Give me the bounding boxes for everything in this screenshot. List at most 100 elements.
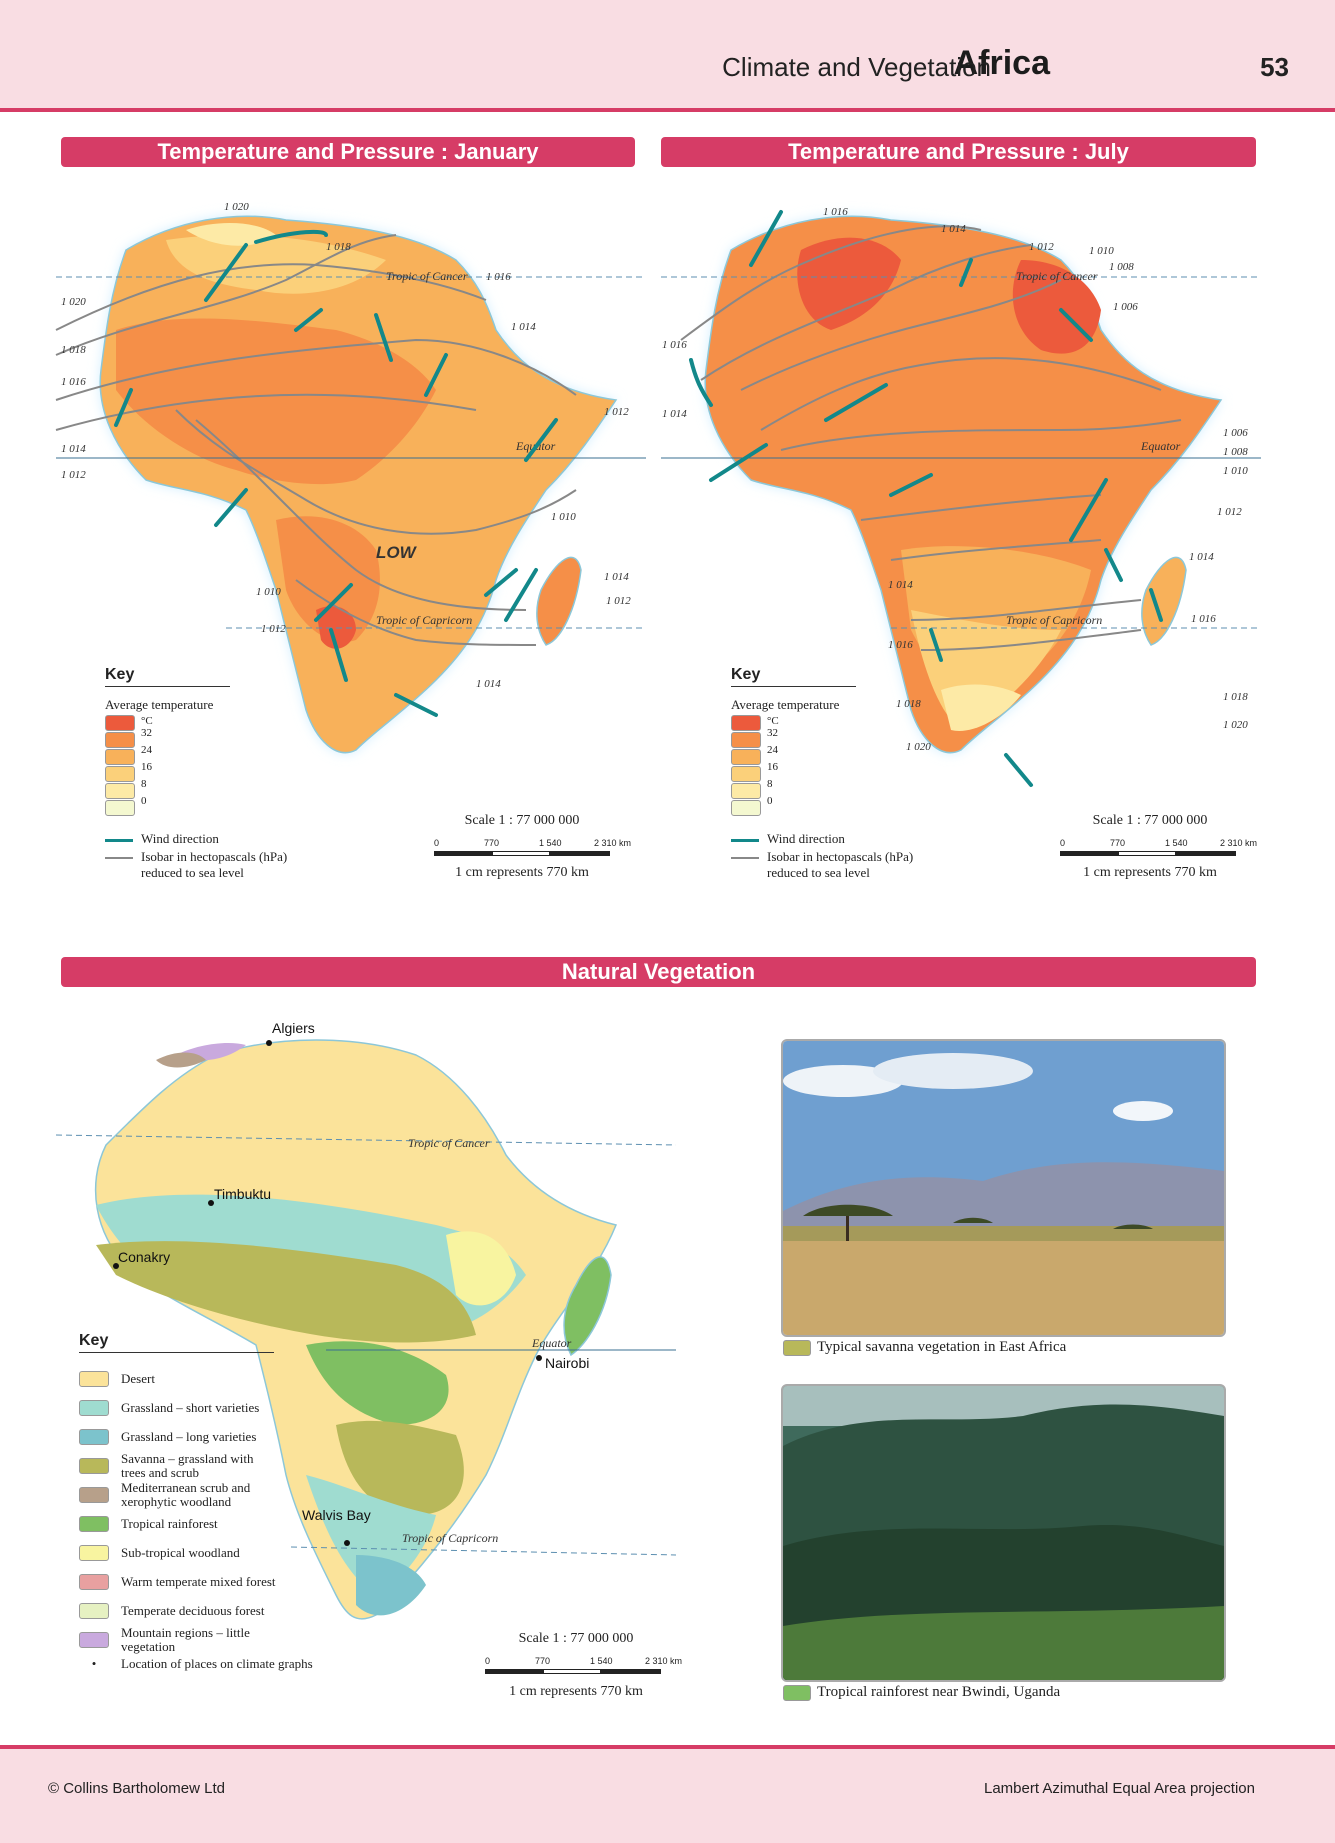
isobar-label: 1 014 [511,321,536,333]
tropic-of-capricorn-label: Tropic of Capricorn [1006,613,1102,627]
isobar-label: 1 016 [662,339,687,351]
savanna-photo-illustration [783,1041,1224,1335]
wind-arrow [1104,548,1123,582]
scale-tick: 2 310 km [594,838,632,848]
isobar-label: 1 006 [1113,301,1138,313]
isobar-label: 1 012 [606,595,631,607]
wind-arrow [294,308,323,332]
scale-tick: 1 540 [1165,838,1188,848]
isobar-label: 1 010 [551,511,576,523]
wind-arrow [254,229,328,244]
temp-value: 0 [141,795,147,807]
key-title: Key [79,1332,274,1353]
wind-arrow [329,628,348,682]
temp-value: 8 [141,778,147,790]
copyright: © Collins Bartholomew Ltd [48,1780,225,1797]
vegetation-scale-bar: 0 770 1 540 2 310 km [485,1656,682,1676]
temp-value: 16 [767,761,778,773]
isobar-label: 1 014 [1189,551,1214,563]
vegetation-map-title: Natural Vegetation [61,957,1256,987]
savanna-caption: Typical savanna vegetation in East Afric… [783,1339,1066,1356]
vegetation-key-item: Grassland – short varieties [79,1394,313,1422]
isobar-label: 1 012 [1029,241,1054,253]
temp-zone-24 [116,318,436,485]
wind-arrow [1149,588,1163,622]
scale-tick: 2 310 km [1220,838,1258,848]
vegetation-key-label: Warm temperate mixed forest [121,1574,276,1589]
january-temperature-map: Tropic of Cancer Equator Tropic of Capri… [55,201,646,754]
vegetation-swatch [79,1429,109,1445]
vegetation-swatch [79,1516,109,1532]
scale-tick: 2 310 km [645,1656,683,1666]
isobar-label: 1 012 [604,406,629,418]
isobar-label-1: Isobar in hectopascals (hPa) [141,849,288,864]
temp-swatch-24-32 [731,732,761,748]
isobar-label: 1 010 [1089,245,1114,257]
vegetation-key-item: Savanna – grassland with trees and scrub [79,1452,313,1480]
isobar-label: 1 012 [61,469,86,481]
isobar-label: 1 014 [604,571,629,583]
isobar-label: 1 014 [61,443,86,455]
vegetation-map: Tropic of Cancer Equator Tropic of Capri… [55,1020,677,1620]
location-dot-icon: • [91,1656,97,1671]
isobar-line-icon [731,857,759,860]
vegetation-key-item: Grassland – long varieties [79,1423,313,1451]
wind-arrow [889,473,933,497]
madagascar [536,556,582,646]
wind-direction-label: Wind direction [141,831,219,846]
temp-swatch-0-8 [105,783,135,799]
projection-note: Lambert Azimuthal Equal Area projection [984,1780,1255,1797]
isobar-label: 1 018 [61,344,86,356]
veg-subtropical [446,1231,516,1306]
wind-arrow [394,693,438,717]
temp-value: 32 [141,727,152,739]
vegetation-key-item: Tropical rainforest [79,1510,313,1538]
temp-swatch-0-8 [731,783,761,799]
rainforest-caption-text: Tropical rainforest near Bwindi, Uganda [817,1684,1061,1700]
isobar-label: 1 014 [941,223,966,235]
vegetation-key-item: Mountain regions – little vegetation [79,1626,313,1654]
isobar-label: 1 016 [1191,613,1216,625]
vegetation-key-label: Mountain regions – little vegetation [121,1625,250,1654]
isobar-label: 1 008 [1109,261,1134,273]
temp-swatch-16-24 [105,749,135,765]
wind-arrow [709,443,768,482]
vegetation-key-label: Desert [121,1371,155,1386]
vegetation-key-item: Sub-tropical woodland [79,1539,313,1567]
january-scale-ratio: Scale 1 : 77 000 000 [464,813,580,828]
temp-value: 24 [767,744,778,756]
rainforest-photo-illustration [783,1386,1224,1680]
tropic-of-cancer-label: Tropic of Cancer [386,269,468,283]
place-label-walvis-bay: Walvis Bay [302,1507,371,1523]
tropic-of-capricorn-label: Tropic of Capricorn [376,613,472,627]
july-temperature-map: Tropic of Cancer Equator Tropic of Capri… [661,206,1261,787]
key-heading: Average temperature [105,697,214,712]
wind-direction-label: Wind direction [767,831,845,846]
vegetation-key: Key Desert Grassland – short varieties Gra… [79,1332,313,1672]
isobar-label: 1 014 [662,408,687,420]
vegetation-scale-ratio: Scale 1 : 77 000 000 [518,1631,634,1646]
wind-arrow [484,568,518,597]
isobar-label: 1 020 [906,741,931,753]
veg-grassland-long [356,1555,426,1616]
vegetation-key-item: Mediterranean scrub and xerophytic woodl… [79,1481,313,1509]
vegetation-key-label: Tropical rainforest [121,1516,218,1531]
scale-tick: 770 [1110,838,1126,848]
july-scale-ratio: Scale 1 : 77 000 000 [1092,813,1208,828]
wind-arrow [1069,478,1108,542]
january-scale-note: 1 cm represents 770 km [455,865,589,880]
isobar-label: 1 016 [486,271,511,283]
isobar-label-1: Isobar in hectopascals (hPa) [767,849,914,864]
temp-zone-8 [186,223,276,246]
temp-zone-32 [316,606,356,649]
madagascar [563,1256,612,1357]
isobar-label: 1 018 [326,241,351,253]
vegetation-key-label: Grassland – long varieties [121,1429,257,1444]
tropic-of-capricorn-line [290,1546,677,1556]
temp-value: 8 [767,778,773,790]
place-dot [536,1355,542,1361]
key-unit: °C [767,715,779,727]
wind-arrow [214,488,248,527]
isobar-label-2: reduced to sea level [141,865,244,880]
rainforest-photo [781,1384,1226,1682]
